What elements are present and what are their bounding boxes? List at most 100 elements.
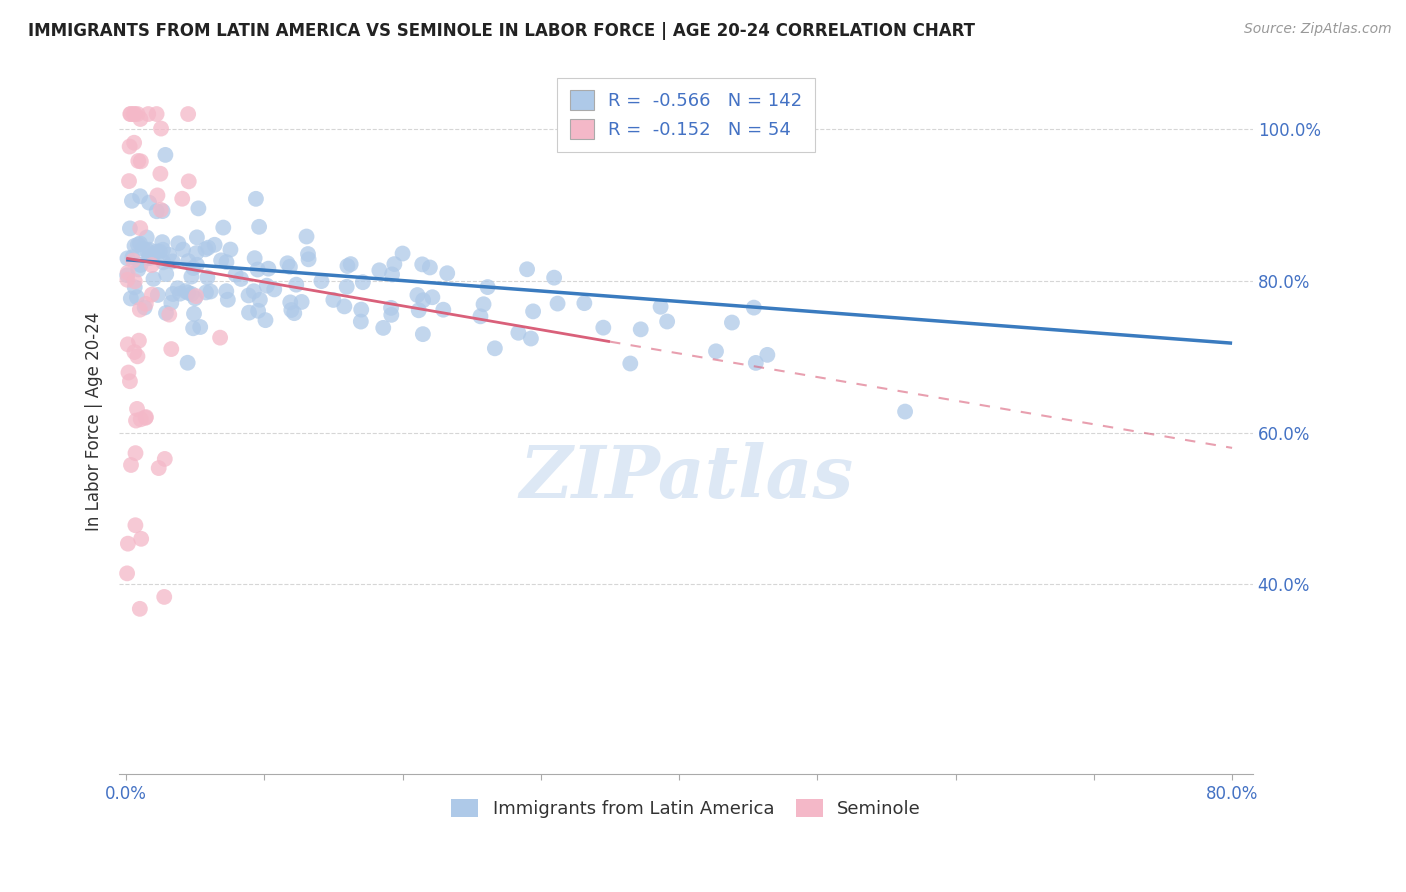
Point <box>124 239 146 253</box>
Point <box>177 174 200 188</box>
Legend: Immigrants from Latin America, Seminole: Immigrants from Latin America, Seminole <box>444 791 928 825</box>
Point <box>183 307 205 321</box>
Point <box>146 288 169 302</box>
Point <box>574 296 596 310</box>
Point <box>188 320 211 334</box>
Point <box>148 461 170 475</box>
Point <box>472 297 495 311</box>
Point <box>756 348 779 362</box>
Point <box>257 261 280 276</box>
Point <box>520 332 543 346</box>
Point <box>650 300 672 314</box>
Point <box>122 253 145 268</box>
Point <box>124 107 146 121</box>
Point <box>129 112 152 126</box>
Point <box>204 237 226 252</box>
Point <box>592 320 614 334</box>
Point <box>186 230 208 244</box>
Point <box>115 566 138 581</box>
Point <box>350 302 373 317</box>
Point <box>162 254 184 268</box>
Point <box>142 248 165 262</box>
Point <box>212 220 235 235</box>
Point <box>155 306 177 320</box>
Point <box>118 374 141 388</box>
Point <box>135 410 157 425</box>
Point <box>120 107 142 121</box>
Y-axis label: In Labor Force | Age 20-24: In Labor Force | Age 20-24 <box>86 311 103 531</box>
Point <box>121 194 143 208</box>
Point <box>138 195 160 210</box>
Point <box>122 136 145 150</box>
Point <box>177 107 200 121</box>
Point <box>470 310 492 324</box>
Point <box>129 221 152 235</box>
Point <box>129 236 152 251</box>
Point <box>166 281 188 295</box>
Point <box>174 284 197 298</box>
Point <box>176 356 198 370</box>
Point <box>238 288 260 302</box>
Point <box>336 259 359 273</box>
Point <box>197 270 219 285</box>
Point <box>118 174 141 188</box>
Point <box>238 305 260 319</box>
Point <box>145 244 167 259</box>
Point <box>543 270 565 285</box>
Point <box>117 366 139 380</box>
Point <box>152 243 174 257</box>
Point <box>655 314 678 328</box>
Point <box>704 344 727 359</box>
Point <box>135 230 157 244</box>
Point <box>124 446 146 460</box>
Point <box>150 235 173 249</box>
Point <box>245 192 267 206</box>
Point <box>136 244 159 258</box>
Point <box>432 302 454 317</box>
Point <box>278 295 301 310</box>
Point <box>508 326 530 340</box>
Point <box>127 262 149 277</box>
Point <box>280 303 302 318</box>
Point <box>157 248 180 262</box>
Point <box>247 219 270 234</box>
Point <box>118 221 141 235</box>
Point <box>135 297 157 311</box>
Point <box>283 306 305 320</box>
Point <box>229 272 252 286</box>
Point <box>391 246 413 260</box>
Point <box>436 266 458 280</box>
Point <box>160 295 183 310</box>
Point <box>180 269 202 284</box>
Point <box>184 291 207 305</box>
Point <box>630 322 652 336</box>
Point <box>291 295 314 310</box>
Point <box>136 107 159 121</box>
Point <box>184 289 207 303</box>
Point <box>215 255 238 269</box>
Point <box>149 202 172 217</box>
Point <box>127 237 149 252</box>
Point <box>172 243 194 257</box>
Text: IMMIGRANTS FROM LATIN AMERICA VS SEMINOLE IN LABOR FORCE | AGE 20-24 CORRELATION: IMMIGRANTS FROM LATIN AMERICA VS SEMINOL… <box>28 22 976 40</box>
Point <box>124 280 146 294</box>
Point <box>516 262 538 277</box>
Point <box>124 518 146 533</box>
Point <box>256 278 278 293</box>
Point <box>125 413 148 427</box>
Point <box>155 148 177 162</box>
Point <box>297 252 319 267</box>
Point <box>419 260 441 275</box>
Point <box>128 334 150 348</box>
Point <box>336 280 359 294</box>
Point <box>422 290 444 304</box>
Point <box>125 401 148 416</box>
Point <box>117 536 139 550</box>
Point <box>522 304 544 318</box>
Point <box>894 404 917 418</box>
Point <box>721 316 744 330</box>
Point <box>129 154 152 169</box>
Point <box>129 412 152 426</box>
Point <box>339 257 361 271</box>
Point <box>129 189 152 203</box>
